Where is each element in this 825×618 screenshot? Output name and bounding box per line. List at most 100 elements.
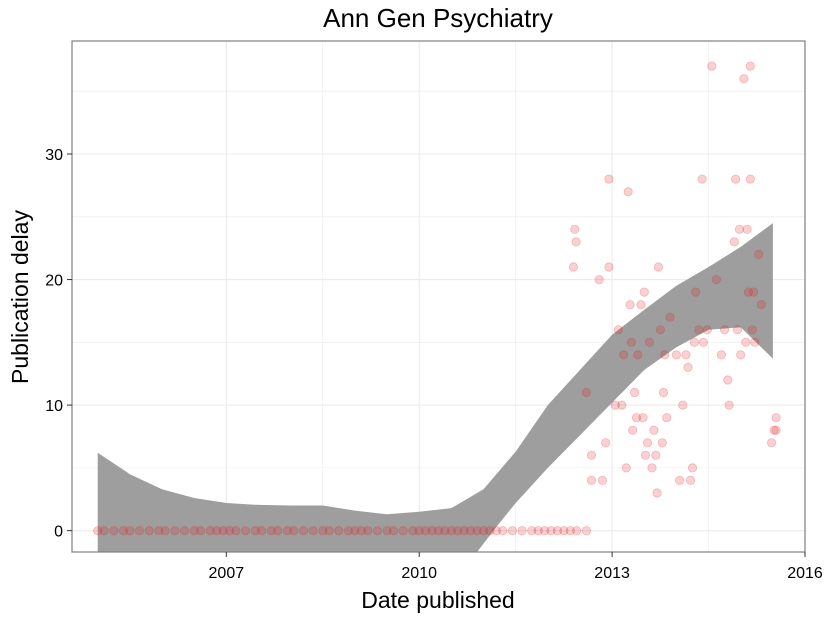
data-point	[621, 463, 631, 473]
data-point	[382, 526, 392, 536]
data-point	[318, 526, 328, 536]
data-point	[527, 526, 537, 536]
data-point	[224, 526, 235, 536]
data-point	[99, 526, 109, 536]
data-point	[125, 526, 135, 536]
data-point	[743, 287, 754, 297]
data-point	[723, 375, 733, 385]
data-point	[771, 425, 781, 435]
chart-title: Ann Gen Psychiatry	[323, 3, 553, 33]
data-point	[633, 350, 643, 360]
data-point	[613, 325, 624, 335]
data-point	[160, 526, 170, 536]
data-point	[662, 413, 672, 423]
x-axis-title: Date published	[361, 587, 514, 613]
data-point	[324, 526, 334, 536]
data-point	[697, 174, 707, 184]
data-point	[241, 526, 251, 536]
data-point	[689, 337, 700, 347]
data-point	[572, 526, 582, 536]
data-point	[559, 526, 569, 536]
data-point	[356, 526, 366, 536]
data-point	[408, 526, 418, 536]
data-point	[459, 526, 469, 536]
data-point	[363, 526, 373, 536]
data-point	[350, 526, 360, 536]
data-point	[623, 187, 633, 197]
data-point	[750, 337, 760, 347]
y-tick-label: 10	[45, 398, 63, 415]
data-point	[756, 300, 766, 310]
data-point	[657, 438, 667, 448]
data-point	[472, 526, 482, 536]
x-tick-label: 2010	[401, 565, 437, 582]
data-point	[729, 237, 739, 247]
data-point	[154, 526, 164, 536]
data-point	[282, 526, 292, 536]
data-point	[681, 350, 691, 360]
data-point	[604, 262, 614, 272]
x-tick-label: 2007	[209, 565, 245, 582]
data-point	[626, 337, 637, 347]
data-point	[649, 425, 659, 435]
data-point	[533, 526, 543, 536]
data-point	[687, 463, 698, 473]
data-point	[581, 387, 592, 398]
data-point	[581, 526, 592, 536]
data-point	[707, 61, 717, 71]
data-point	[586, 450, 597, 460]
data-point	[640, 450, 651, 460]
data-point	[658, 387, 669, 398]
y-tick-label: 20	[45, 273, 63, 290]
data-point	[748, 287, 759, 297]
data-point	[427, 526, 437, 536]
data-point	[745, 174, 755, 184]
data-point	[730, 174, 741, 184]
data-point	[671, 350, 682, 360]
y-axis-title: Publication delay	[7, 210, 33, 384]
data-point	[739, 74, 749, 84]
data-point	[440, 526, 450, 536]
data-point	[446, 526, 456, 536]
data-point	[189, 526, 199, 536]
y-axis-ticks: 0 10 20 30	[45, 147, 72, 541]
data-point	[736, 350, 746, 360]
data-point	[507, 526, 518, 536]
data-point	[266, 526, 276, 536]
data-point	[289, 526, 299, 536]
data-point	[414, 526, 424, 536]
data-point	[653, 262, 664, 272]
data-point	[372, 526, 382, 536]
data-point	[742, 224, 752, 234]
data-point	[691, 287, 701, 297]
data-point	[343, 526, 354, 536]
data-point	[570, 224, 580, 234]
data-point	[205, 526, 215, 536]
data-point	[170, 526, 180, 536]
data-point	[398, 526, 408, 536]
data-point	[631, 413, 642, 423]
data-point	[594, 274, 604, 285]
data-point	[218, 526, 228, 536]
data-point	[642, 438, 653, 448]
data-point	[678, 400, 688, 410]
data-point	[179, 526, 190, 536]
data-point	[498, 526, 508, 536]
data-point	[766, 438, 777, 448]
data-point	[568, 262, 579, 272]
data-point	[517, 526, 527, 536]
data-point	[465, 526, 476, 536]
data-point	[93, 526, 103, 536]
data-point	[546, 526, 556, 536]
data-point	[734, 224, 745, 234]
data-point	[231, 526, 241, 536]
data-point	[619, 350, 629, 360]
data-point	[298, 526, 309, 536]
data-point	[196, 526, 206, 536]
panel-border	[71, 40, 806, 553]
data-point	[625, 300, 635, 310]
data-point	[711, 274, 721, 285]
data-point	[118, 526, 129, 536]
data-point	[212, 526, 222, 536]
